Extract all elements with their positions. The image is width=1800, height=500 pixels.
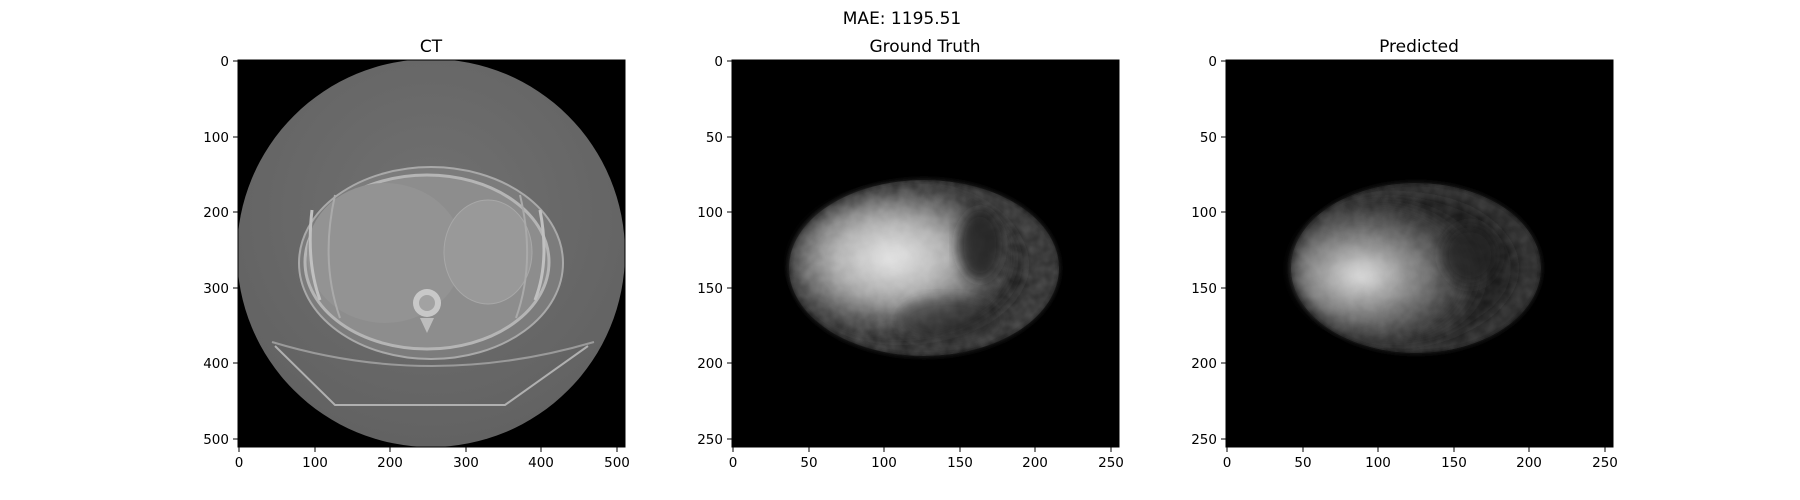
x-tick-label: 150 [947,455,973,471]
y-tick-label: 150 [1191,281,1217,297]
axis-ticks-predicted: 0 50 100 150 200 250 0 50 100 150 200 25… [1191,54,1618,471]
y-tick-label: 0 [1208,54,1217,70]
x-tick-label: 400 [528,455,554,471]
y-tick-label: 100 [697,205,723,221]
panel-title-ground-truth: Ground Truth [869,37,980,57]
ct-image [238,60,625,447]
x-tick-label: 200 [1022,455,1048,471]
y-tick-label: 200 [1191,356,1217,372]
ground-truth-image [732,60,1119,447]
x-tick-label: 0 [235,455,244,471]
panel-ground-truth: Ground Truth 0 50 100 150 200 250 [697,37,1124,471]
x-tick-label: 50 [1294,455,1311,471]
y-tick-label: 300 [203,281,229,297]
x-tick-label: 100 [871,455,897,471]
panel-predicted: Predicted 0 50 100 150 200 250 [1191,37,1618,471]
x-tick-label: 0 [729,455,738,471]
x-tick-label: 50 [800,455,817,471]
panel-title-ct: CT [420,37,443,57]
x-tick-label: 200 [1516,455,1542,471]
y-tick-label: 150 [697,281,723,297]
x-tick-label: 150 [1441,455,1467,471]
y-tick-label: 400 [203,356,229,372]
x-tick-label: 200 [377,455,403,471]
y-tick-label: 200 [203,205,229,221]
figure-suptitle: MAE: 1195.51 [843,9,961,29]
y-tick-label: 500 [203,432,229,448]
y-tick-label: 100 [203,130,229,146]
y-tick-label: 200 [697,356,723,372]
y-tick-label: 250 [1191,432,1217,448]
y-tick-label: 100 [1191,205,1217,221]
x-tick-label: 100 [302,455,328,471]
y-tick-label: 250 [697,432,723,448]
x-tick-label: 100 [1365,455,1391,471]
y-tick-label: 0 [220,54,229,70]
axis-ticks-ct: 0 100 200 300 400 500 0 100 200 300 400 … [203,54,630,471]
x-tick-label: 500 [604,455,630,471]
y-tick-label: 0 [714,54,723,70]
x-tick-label: 250 [1592,455,1618,471]
panel-title-predicted: Predicted [1379,37,1459,57]
x-tick-label: 300 [453,455,479,471]
panel-ct: CT [203,37,630,471]
x-tick-label: 0 [1223,455,1232,471]
y-tick-label: 50 [1200,130,1217,146]
predicted-image [1226,60,1613,447]
y-tick-label: 50 [706,130,723,146]
axis-ticks-ground-truth: 0 50 100 150 200 250 0 50 100 150 200 25… [697,54,1124,471]
x-tick-label: 250 [1098,455,1124,471]
